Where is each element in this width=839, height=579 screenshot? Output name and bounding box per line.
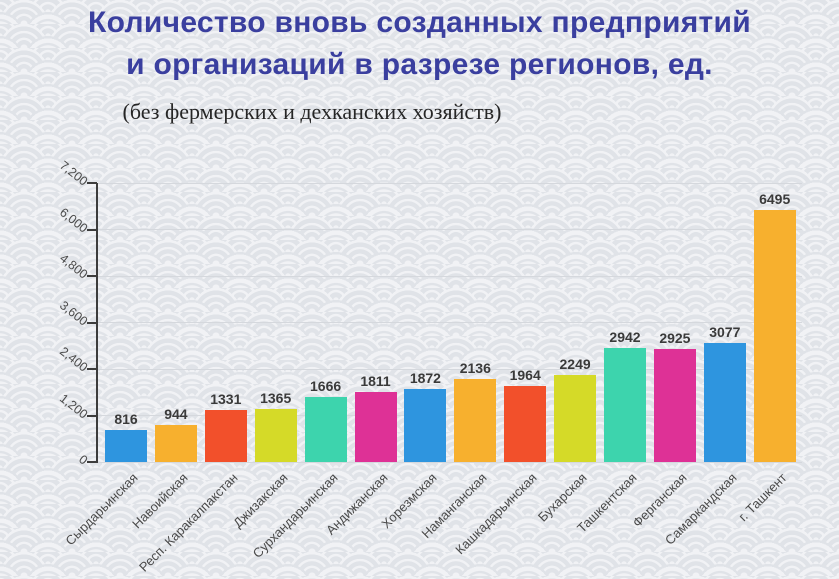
bar xyxy=(404,389,447,462)
y-axis-tick xyxy=(87,275,97,277)
bar xyxy=(753,210,796,462)
bar xyxy=(454,379,497,462)
bar-value-label: 944 xyxy=(164,406,188,423)
page-title-line2: и организаций в разрезе регионов, ед. xyxy=(126,48,713,81)
bar xyxy=(354,391,397,462)
bar-value-label: 816 xyxy=(114,411,138,428)
bar-value-label: 6495 xyxy=(759,191,791,208)
bar-value-label: 2249 xyxy=(559,355,591,372)
bar xyxy=(703,342,746,462)
x-axis-label: Сырдарьинская xyxy=(62,470,141,549)
bar-value-label: 2136 xyxy=(459,360,491,377)
page-title-line1: Количество вновь созданных предприятий xyxy=(88,6,751,39)
gridline xyxy=(97,229,802,230)
y-axis-tick xyxy=(87,182,97,184)
bar-value-label: 1365 xyxy=(260,390,292,407)
page-title: Количество вновь созданных предприятий и… xyxy=(0,2,839,86)
gridline xyxy=(97,368,802,370)
bar xyxy=(653,348,696,462)
gridline xyxy=(97,322,802,323)
y-axis-tick xyxy=(87,228,97,231)
page-subtitle: (без фермерских и дехканских хозяйств) xyxy=(122,99,502,124)
bar xyxy=(154,425,197,462)
y-axis-tick xyxy=(87,321,97,324)
bar-value-label: 1872 xyxy=(409,370,441,387)
bar-value-label: 3077 xyxy=(709,323,741,340)
bar xyxy=(604,347,646,462)
y-axis-tick xyxy=(87,368,97,370)
y-axis-tick xyxy=(87,461,97,463)
bar-value-label: 1811 xyxy=(360,372,391,389)
bar xyxy=(504,385,547,462)
bar-value-label: 2925 xyxy=(659,329,691,346)
y-axis-line xyxy=(96,183,98,463)
bar-value-label: 1666 xyxy=(310,378,342,395)
bar-value-label: 1331 xyxy=(210,391,242,408)
bar xyxy=(254,409,297,462)
bar xyxy=(554,374,597,462)
bar xyxy=(204,410,247,462)
y-axis-tick xyxy=(87,414,97,417)
bar xyxy=(304,397,347,462)
bar-value-label: 2942 xyxy=(609,328,641,345)
gridline xyxy=(97,461,802,463)
gridline xyxy=(97,275,802,277)
bar xyxy=(105,430,147,462)
bar-value-label: 1964 xyxy=(509,366,541,383)
gridline xyxy=(97,182,802,184)
gridline xyxy=(97,415,802,416)
